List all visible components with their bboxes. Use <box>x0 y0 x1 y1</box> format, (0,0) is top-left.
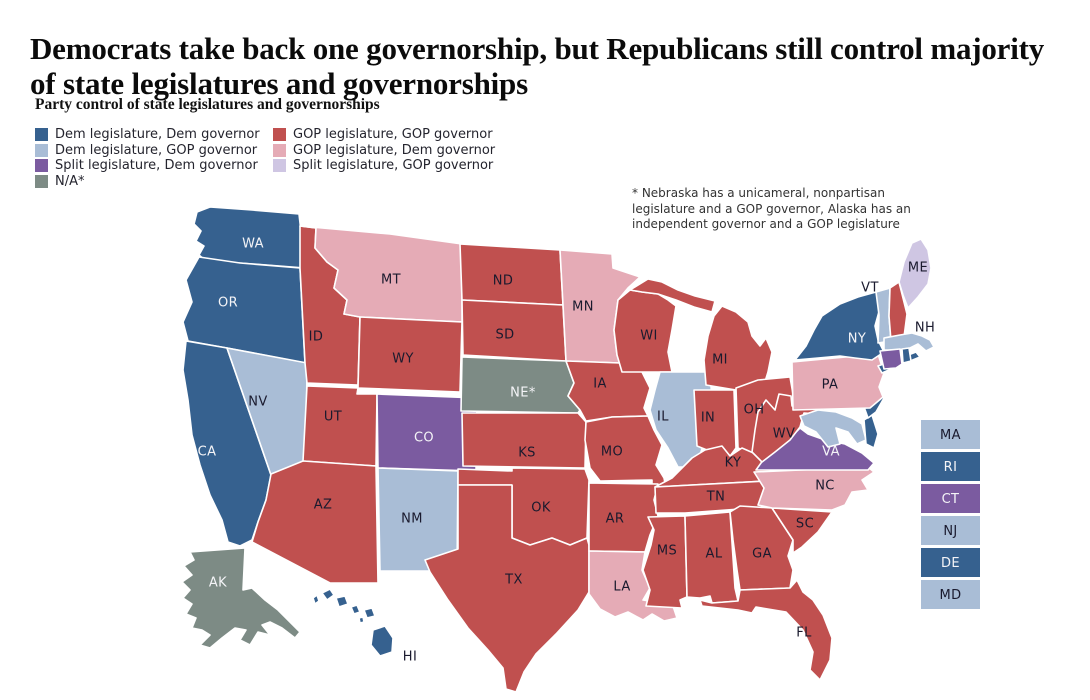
state-NC[interactable] <box>753 466 875 511</box>
state-AZ[interactable] <box>251 460 379 584</box>
legend-item-dem_leg_gop_gov: Dem legislature, GOP governor <box>35 143 273 159</box>
state-RI[interactable] <box>901 347 912 364</box>
legend-label: Dem legislature, GOP governor <box>55 142 258 158</box>
state-DE[interactable] <box>863 414 879 449</box>
legend-label: GOP legislature, Dem governor <box>293 142 496 158</box>
state-SC[interactable] <box>771 507 833 554</box>
state-WI[interactable] <box>613 289 677 373</box>
state-KS[interactable] <box>461 412 587 469</box>
legend-label: Split legislature, Dem governor <box>55 158 258 174</box>
state-box-MD[interactable] <box>921 580 980 609</box>
state-box-NJ[interactable] <box>921 516 980 545</box>
state-NE[interactable] <box>460 356 581 414</box>
legend-label: Split legislature, GOP governor <box>293 158 494 174</box>
footnote: * Nebraska has a unicameral, nonpartisan… <box>632 186 911 232</box>
state-FL[interactable] <box>699 579 833 681</box>
state-box-RI[interactable] <box>921 452 980 481</box>
state-MD[interactable] <box>799 409 867 448</box>
state-HI[interactable] <box>358 616 365 624</box>
state-CT[interactable] <box>879 348 903 370</box>
legend-label: Dem legislature, Dem governor <box>55 127 260 143</box>
state-label-HI: HI <box>403 650 417 665</box>
legend-swatch-split_leg_gop_gov <box>273 159 286 173</box>
state-MI[interactable] <box>629 278 716 313</box>
state-HI[interactable] <box>350 604 361 615</box>
legend: Dem legislature, Dem governor Dem legisla… <box>35 127 495 189</box>
legend-swatch-dem_leg_gop_gov <box>35 143 48 157</box>
state-box-DE[interactable] <box>921 548 980 577</box>
state-AK[interactable] <box>181 547 301 649</box>
legend-item-gop_leg_gop_gov: GOP legislature, GOP governor <box>273 127 495 143</box>
state-MI[interactable] <box>703 305 773 391</box>
legend-swatch-dem_leg_dem_gov <box>35 128 48 142</box>
legend-label: N/A* <box>55 173 85 189</box>
legend-label: GOP legislature, GOP governor <box>293 127 493 143</box>
legend-column-2: GOP legislature, GOP governor GOP legisla… <box>273 127 495 189</box>
state-WY[interactable] <box>357 316 463 393</box>
state-SD[interactable] <box>461 299 567 362</box>
state-GA[interactable] <box>729 505 794 591</box>
state-ND[interactable] <box>459 243 564 306</box>
legend-item-na: N/A* <box>35 174 273 190</box>
state-label-NH: NH <box>915 321 935 336</box>
state-PA[interactable] <box>791 353 885 411</box>
state-HI[interactable] <box>370 625 394 657</box>
state-HI[interactable] <box>312 594 320 605</box>
legend-swatch-na <box>35 174 48 188</box>
state-MO[interactable] <box>584 415 667 489</box>
state-HI[interactable] <box>321 588 335 601</box>
state-TX[interactable] <box>424 484 590 693</box>
state-HI[interactable] <box>363 607 376 619</box>
state-AL[interactable] <box>684 511 739 604</box>
chart-subtitle: Party control of state legislatures and … <box>35 96 380 113</box>
legend-item-gop_leg_dem_gov: GOP legislature, Dem governor <box>273 143 495 159</box>
legend-item-split_leg_dem_gov: Split legislature, Dem governor <box>35 158 273 174</box>
legend-swatch-gop_leg_gop_gov <box>273 128 286 142</box>
state-HI[interactable] <box>335 595 349 608</box>
state-UT[interactable] <box>302 385 378 467</box>
state-NY[interactable] <box>794 291 885 361</box>
legend-column-1: Dem legislature, Dem governor Dem legisla… <box>35 127 273 189</box>
legend-item-split_leg_gop_gov: Split legislature, GOP governor <box>273 158 495 174</box>
legend-swatch-split_leg_dem_gov <box>35 159 48 173</box>
state-box-CT[interactable] <box>921 484 980 513</box>
legend-swatch-gop_leg_dem_gov <box>273 143 286 157</box>
page-title: Democrats take back one governorship, bu… <box>30 30 1045 101</box>
state-box-MA[interactable] <box>921 420 980 449</box>
state-ME[interactable] <box>898 238 932 309</box>
legend-item-dem_leg_dem_gov: Dem legislature, Dem governor <box>35 127 273 143</box>
